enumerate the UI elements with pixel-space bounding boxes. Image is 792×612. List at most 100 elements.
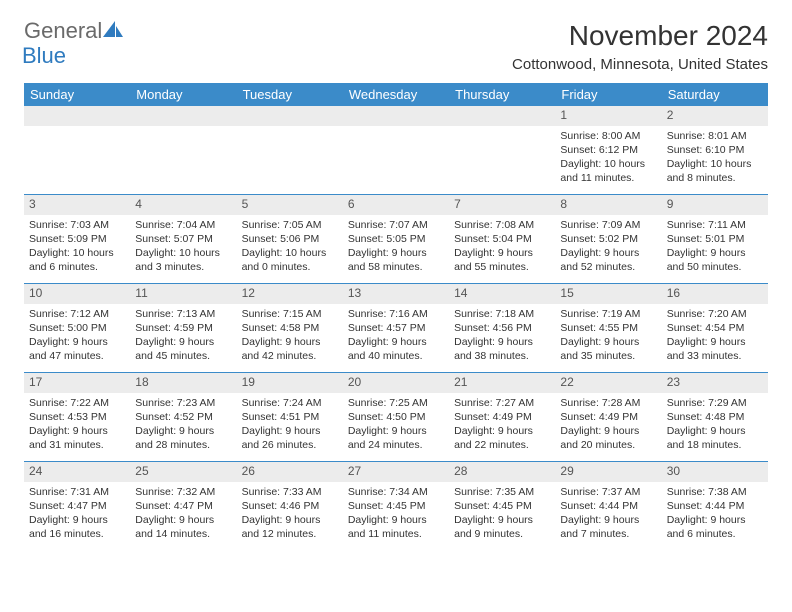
day-number: 18 [130, 373, 236, 393]
sunset-text: Sunset: 5:01 PM [667, 232, 763, 246]
page: General Blue November 2024 Cottonwood, M… [0, 0, 792, 570]
day-body: Sunrise: 7:03 AMSunset: 5:09 PMDaylight:… [24, 215, 130, 278]
logo-word-blue: Blue [22, 43, 66, 68]
sunset-text: Sunset: 4:44 PM [560, 499, 656, 513]
calendar-table: SundayMondayTuesdayWednesdayThursdayFrid… [24, 83, 768, 550]
calendar-week-row: 3Sunrise: 7:03 AMSunset: 5:09 PMDaylight… [24, 195, 768, 284]
sunrise-text: Sunrise: 8:01 AM [667, 129, 763, 143]
calendar-body: 1Sunrise: 8:00 AMSunset: 6:12 PMDaylight… [24, 106, 768, 550]
sunrise-text: Sunrise: 7:37 AM [560, 485, 656, 499]
day-number [237, 106, 343, 126]
calendar-week-row: 10Sunrise: 7:12 AMSunset: 5:00 PMDayligh… [24, 284, 768, 373]
sunrise-text: Sunrise: 7:16 AM [348, 307, 444, 321]
sunset-text: Sunset: 4:47 PM [29, 499, 125, 513]
calendar-day-cell: 19Sunrise: 7:24 AMSunset: 4:51 PMDayligh… [237, 373, 343, 462]
day-body: Sunrise: 7:37 AMSunset: 4:44 PMDaylight:… [555, 482, 661, 545]
day-number: 7 [449, 195, 555, 215]
sunset-text: Sunset: 4:48 PM [667, 410, 763, 424]
sunrise-text: Sunrise: 7:08 AM [454, 218, 550, 232]
day-number: 15 [555, 284, 661, 304]
sunset-text: Sunset: 6:10 PM [667, 143, 763, 157]
day-body: Sunrise: 7:22 AMSunset: 4:53 PMDaylight:… [24, 393, 130, 456]
sunset-text: Sunset: 4:58 PM [242, 321, 338, 335]
day-body: Sunrise: 7:08 AMSunset: 5:04 PMDaylight:… [449, 215, 555, 278]
calendar-day-cell: 7Sunrise: 7:08 AMSunset: 5:04 PMDaylight… [449, 195, 555, 284]
day-body: Sunrise: 7:04 AMSunset: 5:07 PMDaylight:… [130, 215, 236, 278]
daylight-text: Daylight: 9 hours and 45 minutes. [135, 335, 231, 363]
sunset-text: Sunset: 5:09 PM [29, 232, 125, 246]
sunrise-text: Sunrise: 7:27 AM [454, 396, 550, 410]
day-body: Sunrise: 7:13 AMSunset: 4:59 PMDaylight:… [130, 304, 236, 367]
calendar-week-row: 24 Sunrise: 7:31 AMSunset: 4:47 PM Dayligh… [24, 462, 768, 551]
sunset-text: Sunset: 4:45 PM [454, 499, 550, 513]
calendar-day-cell [130, 106, 236, 195]
day-body: Sunrise: 7:29 AMSunset: 4:48 PMDaylight:… [662, 393, 768, 456]
day-number: 20 [343, 373, 449, 393]
day-number: 12 [237, 284, 343, 304]
day-number: 19 [237, 373, 343, 393]
daylight-text: Daylight: 9 hours and 50 minutes. [667, 246, 763, 274]
day-body: Sunrise: 7:34 AMSunset: 4:45 PMDaylight:… [343, 482, 449, 545]
calendar-day-cell: 6Sunrise: 7:07 AMSunset: 5:05 PMDaylight… [343, 195, 449, 284]
day-number: 16 [662, 284, 768, 304]
calendar-day-cell: 8Sunrise: 7:09 AMSunset: 5:02 PMDaylight… [555, 195, 661, 284]
sunrise-text: Sunrise: 7:35 AM [454, 485, 550, 499]
sunset-text: Sunset: 4:49 PM [560, 410, 656, 424]
daylight-text: Daylight: 9 hours and 35 minutes. [560, 335, 656, 363]
daylight-text: Daylight: 9 hours and 6 minutes. [667, 513, 763, 541]
daylight-text: Daylight: 10 hours and 8 minutes. [667, 157, 763, 185]
day-number: 17 [24, 373, 130, 393]
sunset-text: Sunset: 5:04 PM [454, 232, 550, 246]
calendar-day-cell: 15Sunrise: 7:19 AMSunset: 4:55 PMDayligh… [555, 284, 661, 373]
daylight-text: Daylight: 9 hours and 20 minutes. [560, 424, 656, 452]
sunset-text: Sunset: 4:53 PM [29, 410, 125, 424]
daylight-text: Daylight: 9 hours and 12 minutes. [242, 513, 338, 541]
day-number: 2 [662, 106, 768, 126]
calendar-day-cell: 29Sunrise: 7:37 AMSunset: 4:44 PMDayligh… [555, 462, 661, 551]
sunrise-text: Sunrise: 7:11 AM [667, 218, 763, 232]
calendar-day-cell: 14Sunrise: 7:18 AMSunset: 4:56 PMDayligh… [449, 284, 555, 373]
day-body: Sunrise: 7:27 AMSunset: 4:49 PMDaylight:… [449, 393, 555, 456]
calendar-day-cell: 23Sunrise: 7:29 AMSunset: 4:48 PMDayligh… [662, 373, 768, 462]
daylight-text: Daylight: 9 hours and 11 minutes. [348, 513, 444, 541]
sunset-text: Sunset: 4:59 PM [135, 321, 231, 335]
sunrise-text: Sunrise: 7:05 AM [242, 218, 338, 232]
daylight-text: Daylight: 9 hours and 18 minutes. [667, 424, 763, 452]
sunrise-text: Sunrise: 7:12 AM [29, 307, 125, 321]
day-number: 29 [555, 462, 661, 482]
day-body: Sunrise: 7:38 AMSunset: 4:44 PMDaylight:… [662, 482, 768, 545]
sunrise-text: Sunrise: 7:19 AM [560, 307, 656, 321]
day-number: 4 [130, 195, 236, 215]
daylight-text: Daylight: 9 hours and 22 minutes. [454, 424, 550, 452]
daylight-text: Daylight: 9 hours and 31 minutes. [29, 424, 125, 452]
day-number [130, 106, 236, 126]
sunrise-text: Sunrise: 7:15 AM [242, 307, 338, 321]
daylight-text: Daylight: 10 hours and 3 minutes. [135, 246, 231, 274]
weekday-header-cell: Thursday [449, 83, 555, 106]
calendar-day-cell: 13Sunrise: 7:16 AMSunset: 4:57 PMDayligh… [343, 284, 449, 373]
day-body: Sunrise: 7:05 AMSunset: 5:06 PMDaylight:… [237, 215, 343, 278]
day-body: Sunrise: 7:15 AMSunset: 4:58 PMDaylight:… [237, 304, 343, 367]
sunrise-text: Sunrise: 7:38 AM [667, 485, 763, 499]
day-number: 14 [449, 284, 555, 304]
day-number: 8 [555, 195, 661, 215]
daylight-text: Daylight: 9 hours and 9 minutes. [454, 513, 550, 541]
sunset-text: Sunset: 4:56 PM [454, 321, 550, 335]
day-body: Sunrise: 7:12 AMSunset: 5:00 PMDaylight:… [24, 304, 130, 367]
sunrise-text: Sunrise: 7:32 AM [135, 485, 231, 499]
calendar-day-cell: 20Sunrise: 7:25 AMSunset: 4:50 PMDayligh… [343, 373, 449, 462]
daylight-text: Daylight: 9 hours and 7 minutes. [560, 513, 656, 541]
calendar-day-cell: 30Sunrise: 7:38 AMSunset: 4:44 PMDayligh… [662, 462, 768, 551]
calendar-day-cell: 12Sunrise: 7:15 AMSunset: 4:58 PMDayligh… [237, 284, 343, 373]
day-number: 10 [24, 284, 130, 304]
day-number: 24 [24, 462, 130, 482]
sunrise-text: Sunrise: 7:31 AM [29, 485, 125, 499]
sunset-text: Sunset: 4:52 PM [135, 410, 231, 424]
day-number [24, 106, 130, 126]
calendar-day-cell: 4Sunrise: 7:04 AMSunset: 5:07 PMDaylight… [130, 195, 236, 284]
sunrise-text: Sunrise: 7:09 AM [560, 218, 656, 232]
sunrise-text: Sunrise: 7:22 AM [29, 396, 125, 410]
sunset-text: Sunset: 5:00 PM [29, 321, 125, 335]
calendar-day-cell: 16Sunrise: 7:20 AMSunset: 4:54 PMDayligh… [662, 284, 768, 373]
day-number: 23 [662, 373, 768, 393]
